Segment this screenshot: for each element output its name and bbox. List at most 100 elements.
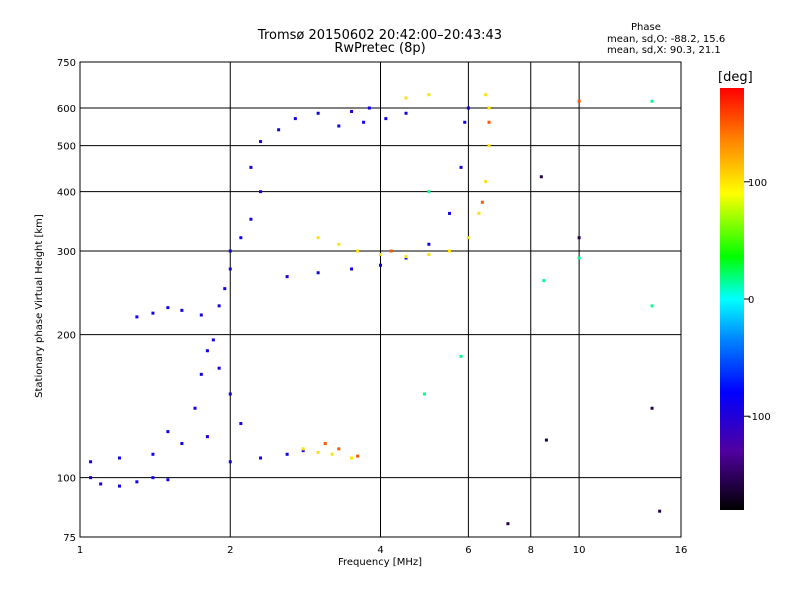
data-point [166,306,170,310]
data-point [211,338,215,342]
phase-stats-x: mean, sd,X: 90.3, 21.1 [607,45,721,56]
data-point [151,476,155,480]
data-point [223,287,227,291]
data-point [239,236,243,240]
data-point [337,447,341,451]
data-point [650,406,654,410]
data-point [384,117,388,121]
phase-stats-o: mean, sd,O: -88.2, 15.6 [607,34,726,45]
data-point [323,442,327,446]
data-point [293,117,297,121]
y-tick-label: 500 [57,142,76,153]
chart-title-line2: RwPretec (8p) [334,41,426,56]
colorbar-tick-label: -100 [748,412,771,423]
data-point [577,99,581,103]
data-point [316,271,320,275]
data-point [166,430,170,434]
data-point [544,438,548,442]
data-point [217,366,221,370]
data-point [180,442,184,446]
data-point [228,460,232,464]
data-point [404,96,408,100]
x-tick-label: 16 [675,545,688,556]
y-tick-label: 100 [57,474,76,485]
data-point [249,217,253,221]
data-point [199,313,203,317]
data-point [484,93,488,97]
colorbar-tick-label: 100 [748,178,767,189]
data-point [487,106,491,110]
y-tick-label: 600 [57,104,76,115]
data-point [427,93,431,97]
colorbar-tick-label: 0 [748,295,754,306]
plot-frame [79,61,682,538]
data-point [463,120,467,124]
colorbar [720,88,744,510]
data-point [350,267,354,271]
data-point [330,452,334,456]
data-point [379,252,382,256]
data-point [367,106,371,110]
data-point [285,452,289,456]
data-point [259,140,263,144]
data-point [350,109,354,113]
data-point [577,236,581,240]
data-point [205,349,209,353]
data-point [480,200,484,204]
data-point [448,249,452,253]
data-point [542,279,546,283]
data-point [259,456,263,460]
y-tick-label: 300 [57,247,76,258]
data-point [301,447,305,451]
data-point [466,106,470,110]
x-tick-label: 1 [77,545,83,556]
data-point [459,354,463,358]
data-point [228,392,232,396]
colorbar-ticks: 100 0 -100 [744,178,771,423]
data-point [135,315,139,319]
data-point [301,449,305,453]
data-point [118,484,122,488]
data-point [118,456,122,460]
y-tick-label: 75 [63,533,76,544]
data-point [487,120,491,124]
data-point [404,255,408,259]
data-point [337,242,341,246]
y-axis-label: Stationary phase Virtual Height [km] [34,214,45,398]
data-point [99,482,103,486]
data-point [337,124,341,128]
x-tick-label: 2 [227,545,233,556]
data-point [404,111,408,115]
data-point [316,111,320,115]
data-point [422,392,426,396]
data-point [285,275,289,279]
data-point [199,372,203,376]
data-point [487,144,491,148]
data-point [151,311,155,315]
phase-heading: Phase [631,22,661,33]
data-point [427,252,431,256]
data-point [658,509,662,513]
data-point [506,522,510,526]
data-point [362,120,366,124]
data-point [217,304,221,308]
x-tick-label: 4 [377,545,383,556]
data-point [477,211,481,215]
data-point [356,249,360,253]
grid [80,62,681,537]
data-point [180,308,184,312]
data-point [466,236,470,240]
data-point [427,242,431,246]
data-point [228,267,232,271]
data-point [277,128,281,132]
data-point [316,450,320,454]
y-tick-label: 400 [57,188,76,199]
data-point [249,165,253,169]
data-point [448,211,452,215]
data-point [484,180,488,184]
data-point [151,452,155,456]
data-point [539,175,543,179]
data-point [89,460,93,464]
data-point [427,190,431,194]
